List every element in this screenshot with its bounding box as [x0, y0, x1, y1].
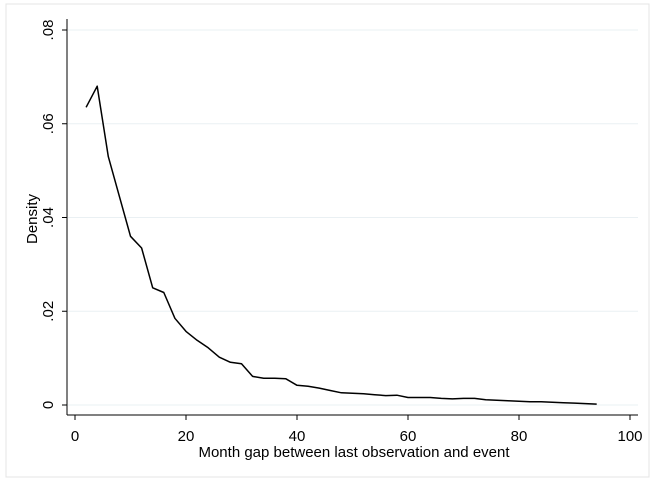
axes: 0 .02 .04 .06 .08 0 20 40 60 80 100 [40, 19, 643, 445]
y-tick-label-3: .06 [40, 113, 57, 134]
x-axis-title: Month gap between last observation and e… [198, 444, 510, 461]
y-tick-label-2: .04 [40, 207, 57, 228]
x-tick-label-4: 80 [511, 428, 528, 445]
x-tick-label-0: 0 [71, 428, 79, 445]
x-tick-label-2: 40 [289, 428, 306, 445]
density-line-0 [85, 85, 597, 405]
y-tick-label-0: 0 [40, 401, 57, 409]
density-series [85, 85, 597, 405]
x-tick-label-5: 100 [617, 428, 642, 445]
y-axis-title: Density [24, 193, 41, 244]
y-tick-label-4: .08 [40, 20, 57, 41]
y-tick-label-1: .02 [40, 301, 57, 322]
x-tick-label-3: 60 [400, 428, 417, 445]
chart-frame [5, 3, 650, 478]
x-tick-label-1: 20 [178, 428, 195, 445]
grid-lines [68, 29, 638, 406]
